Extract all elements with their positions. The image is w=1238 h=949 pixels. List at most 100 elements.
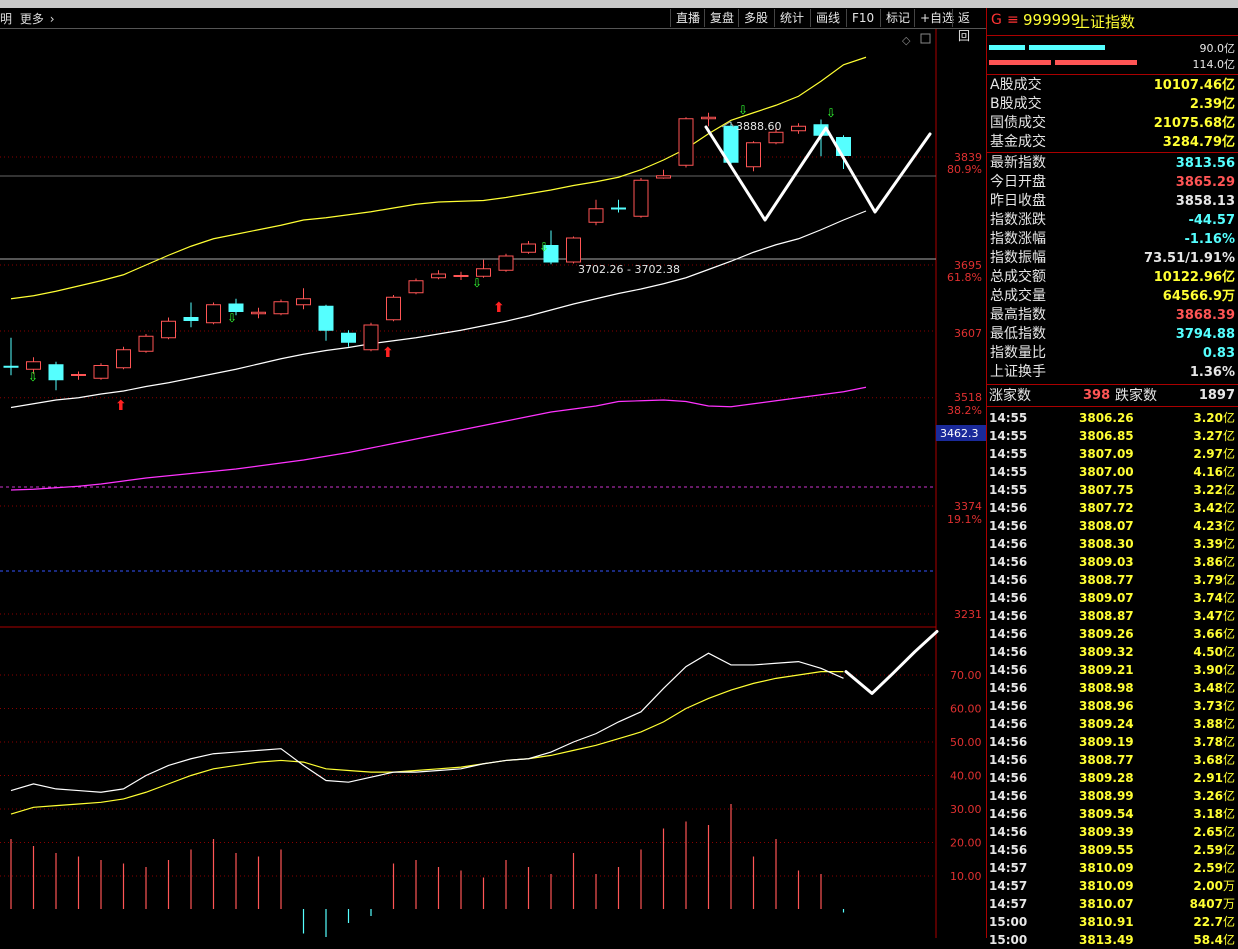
tick-volume-number: 3.42 (1193, 501, 1223, 515)
tick-volume-number: 3.66 (1193, 627, 1223, 641)
stat-row: 最低指数 3794.88 (987, 325, 1238, 344)
tick-volume: 58.4亿 (1193, 931, 1235, 949)
toolbar-button-5[interactable]: F10 (846, 9, 879, 27)
tick-volume-unit: 万 (1222, 897, 1235, 911)
indicator-yellow-line (10, 671, 844, 815)
toolbar-left-char: 明 (0, 12, 13, 26)
tick-price: 3807.00 (1079, 465, 1134, 479)
breadth-down-label: 跌家数 (1115, 388, 1157, 404)
tick-volume-unit: 亿 (1222, 681, 1235, 695)
sell-signal-icon: ⇩ (28, 370, 38, 384)
indicator-axis-label: 60.00 (950, 703, 982, 716)
tick-volume-unit: 亿 (1222, 933, 1235, 947)
stat-row: 最新指数 3813.56 (987, 154, 1238, 173)
stat-row: 今日开盘 3865.29 (987, 173, 1238, 192)
tick-volume: 3.48亿 (1193, 679, 1235, 697)
stat-label: 国债成交 (990, 115, 1046, 131)
menu-icon[interactable]: ≡ (1007, 12, 1019, 28)
chart-toolbar: 明 更多 › 直播 复盘 多股 统计 画线 F10 标记 +自选 返回 (0, 8, 986, 43)
bar-top-label: 90.0亿 (1199, 42, 1236, 55)
tick-volume: 3.78亿 (1193, 733, 1235, 751)
candle-body (386, 296, 401, 321)
more-arrow-icon[interactable]: › (49, 12, 55, 26)
tick-row: 14:56 3808.99 3.26亿 (987, 787, 1238, 805)
kline-chart-area[interactable]: ◇ 3839 3695 3607 3518 3374 3231 80.9% 61.8% 38.2%… (0, 29, 986, 938)
hand-drawn-w-stroke (704, 125, 932, 222)
candle-body (791, 125, 806, 132)
candle-body (296, 298, 311, 306)
stat-row: 总成交额 10122.96亿 (987, 268, 1238, 287)
toolbar-button-8[interactable]: 返回 (952, 9, 986, 43)
tick-price: 3806.26 (1079, 411, 1134, 425)
tick-volume-number: 2.59 (1193, 861, 1223, 875)
tick-price: 3808.77 (1079, 753, 1134, 767)
stat-label: 今日开盘 (990, 174, 1046, 190)
tick-volume-unit: 亿 (1222, 627, 1235, 641)
tick-volume-unit: 万 (1222, 879, 1235, 893)
kline-chart[interactable]: ◇ 3839 3695 3607 3518 3374 3231 80.9% 61.8% 38.2%… (0, 29, 986, 938)
tick-volume-unit: 亿 (1222, 663, 1235, 677)
candle-body (341, 332, 356, 343)
tick-price: 3809.32 (1079, 645, 1134, 659)
more-menu[interactable]: 更多 (19, 12, 44, 26)
tick-volume: 3.39亿 (1193, 535, 1235, 553)
candle-body (228, 303, 244, 312)
stat-label: 总成交量 (990, 288, 1046, 304)
tick-time: 14:56 (989, 645, 1028, 659)
indicator-axis-label: 40.00 (950, 770, 982, 783)
price-axis-label: 3839 (954, 151, 982, 164)
candle-body (611, 207, 626, 210)
tick-volume: 3.88亿 (1193, 715, 1235, 733)
tick-volume-number: 3.74 (1193, 591, 1223, 605)
stat-value: 3794.88 (1175, 327, 1235, 342)
candle-body (93, 365, 109, 379)
index-name: 上证指数 (1075, 13, 1136, 31)
tick-time: 14:56 (989, 627, 1028, 641)
candle-body (48, 364, 64, 381)
breadth-row: 涨家数 398 跌家数 1897 (987, 386, 1238, 407)
stat-value: 10107.46亿 (1153, 78, 1235, 93)
tick-volume: 22.7亿 (1193, 913, 1235, 931)
tick-volume-unit: 亿 (1222, 519, 1235, 533)
candle-body (431, 273, 446, 279)
stat-value: 0.83 (1202, 346, 1235, 361)
toolbar-button-2[interactable]: 多股 (738, 9, 773, 27)
sell-signal-icon: ⇩ (227, 311, 237, 325)
stat-label: 指数涨幅 (990, 231, 1046, 247)
tick-volume-number: 3.79 (1193, 573, 1223, 587)
hand-drawn-indicator-stroke (844, 629, 939, 695)
breadth-down-count: 1897 (1198, 388, 1235, 403)
tick-row: 14:55 3807.75 3.22亿 (987, 481, 1238, 499)
window-top-strip (0, 0, 1238, 8)
stat-label: 昨日收盘 (990, 193, 1046, 209)
toolbar-button-4[interactable]: 画线 (810, 9, 845, 27)
tick-volume-number: 3.27 (1193, 429, 1223, 443)
tick-volume-unit: 亿 (1222, 555, 1235, 569)
tick-volume: 3.86亿 (1193, 553, 1235, 571)
toolbar-button-1[interactable]: 复盘 (704, 9, 739, 27)
tick-volume: 2.97亿 (1193, 445, 1235, 463)
breadth-up-label: 涨家数 (989, 388, 1031, 404)
tick-row: 14:56 3809.24 3.88亿 (987, 715, 1238, 733)
candle-body (476, 268, 491, 277)
tick-price: 3808.30 (1079, 537, 1134, 551)
tick-volume-number: 3.39 (1193, 537, 1223, 551)
tick-volume: 3.18亿 (1193, 805, 1235, 823)
tick-volume-unit: 亿 (1222, 807, 1235, 821)
tick-row: 14:56 3808.98 3.48亿 (987, 679, 1238, 697)
tick-volume-number: 2.00 (1193, 879, 1223, 893)
tick-price: 3808.99 (1079, 789, 1134, 803)
toolbar-button-0[interactable]: 直播 (670, 9, 705, 27)
ma-yellow-line (10, 56, 867, 300)
stat-value: -1.16% (1184, 232, 1236, 247)
stat-row: 昨日收盘 3858.13 (987, 192, 1238, 211)
stat-row: 指数涨幅 -1.16% (987, 230, 1238, 249)
tick-volume: 2.91亿 (1193, 769, 1235, 787)
breadth-up-count: 398 (1083, 388, 1111, 403)
candle-body (543, 245, 559, 263)
toolbar-button-7[interactable]: +自选 (914, 9, 959, 27)
stat-label: 指数涨跌 (990, 212, 1046, 228)
tick-price: 3809.19 (1079, 735, 1134, 749)
toolbar-button-6[interactable]: 标记 (880, 9, 915, 27)
toolbar-button-3[interactable]: 统计 (774, 9, 809, 27)
